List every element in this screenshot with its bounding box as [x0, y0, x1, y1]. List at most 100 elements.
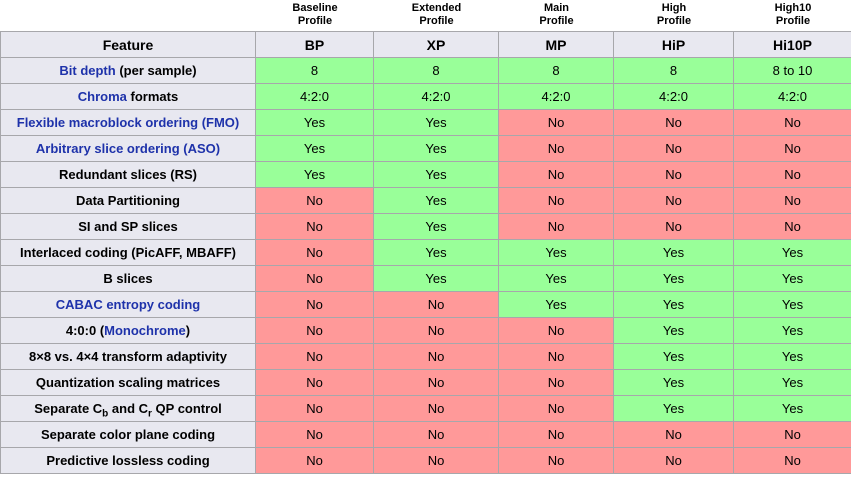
table-row: Redundant slices (RS) Yes Yes No No No	[0, 161, 851, 188]
feature-cell: 4:0:0 (Monochrome)	[0, 317, 256, 344]
feature-text: (per sample)	[115, 63, 197, 78]
value-cell: Yes	[373, 213, 499, 240]
feature-text-sub: b	[102, 408, 109, 420]
value-cell: Yes	[733, 317, 851, 344]
value-cell: Yes	[373, 135, 499, 162]
value-cell: No	[498, 369, 614, 396]
header-profile-code: Hi10P	[733, 31, 851, 58]
header-profile-code: BP	[255, 31, 374, 58]
value-cell: No	[255, 447, 374, 474]
value-cell: No	[255, 395, 374, 422]
profile-comparison-table: Feature BP XP MP HiP Hi10P Bit depth (per sam…	[0, 31, 851, 474]
value-cell: No	[373, 447, 499, 474]
value-cell: Yes	[733, 291, 851, 318]
value-cell: No	[613, 213, 734, 240]
value-cell: No	[613, 447, 734, 474]
table-row: Predictive lossless coding No No No No No	[0, 447, 851, 474]
value-cell: No	[373, 343, 499, 370]
value-cell: No	[613, 421, 734, 448]
value-cell: No	[613, 135, 734, 162]
value-cell: No	[255, 265, 374, 292]
feature-cell: Separate color plane coding	[0, 421, 256, 448]
table-row: CABAC entropy coding No No Yes Yes Yes	[0, 291, 851, 318]
value-cell: Yes	[613, 291, 734, 318]
value-cell: No	[733, 161, 851, 188]
feature-cell: Arbitrary slice ordering (ASO)	[0, 135, 256, 162]
value-cell: No	[733, 187, 851, 214]
value-cell: No	[373, 369, 499, 396]
value-cell: No	[373, 421, 499, 448]
value-cell: Yes	[498, 239, 614, 266]
value-cell: Yes	[255, 161, 374, 188]
table-row: Separate color plane coding No No No No No	[0, 421, 851, 448]
table-row: 8×8 vs. 4×4 transform adaptivity No No No Ye…	[0, 343, 851, 370]
value-cell: No	[613, 109, 734, 136]
value-cell: No	[255, 291, 374, 318]
value-cell: No	[255, 369, 374, 396]
value-cell: 4:2:0	[255, 83, 374, 110]
feature-text: and C	[108, 401, 149, 416]
value-cell: 8	[373, 57, 499, 84]
value-cell: No	[498, 213, 614, 240]
feature-text: Quantization scaling matrices	[35, 375, 221, 390]
value-cell: No	[373, 317, 499, 344]
value-cell: No	[498, 317, 614, 344]
value-cell: Yes	[733, 395, 851, 422]
value-cell: No	[733, 421, 851, 448]
value-cell: No	[255, 187, 374, 214]
value-cell: Yes	[373, 109, 499, 136]
value-cell: No	[255, 421, 374, 448]
feature-cell: Data Partitioning	[0, 187, 256, 214]
feature-cell: CABAC entropy coding	[0, 291, 256, 318]
value-cell: Yes	[613, 343, 734, 370]
table-row: Flexible macroblock ordering (FMO) Yes Yes…	[0, 109, 851, 136]
feature-link[interactable]: Chroma	[77, 89, 127, 104]
value-cell: 4:2:0	[613, 83, 734, 110]
value-cell: No	[498, 109, 614, 136]
feature-text: Separate C	[34, 401, 103, 416]
value-cell: 8	[255, 57, 374, 84]
value-cell: 4:2:0	[733, 83, 851, 110]
feature-link[interactable]: Bit depth	[59, 63, 116, 78]
value-cell: 8 to 10	[733, 57, 851, 84]
table-row: B slices No Yes Yes Yes Yes	[0, 265, 851, 292]
value-cell: No	[255, 213, 374, 240]
value-cell: Yes	[373, 187, 499, 214]
feature-link[interactable]: CABAC entropy coding	[55, 297, 201, 312]
profile-column-label: Baseline Profile	[292, 2, 338, 27]
table-row: Arbitrary slice ordering (ASO) Yes Yes No No…	[0, 135, 851, 162]
feature-cell: SI and SP slices	[0, 213, 256, 240]
feature-text: )	[185, 323, 191, 338]
feature-cell: 8×8 vs. 4×4 transform adaptivity	[0, 343, 256, 370]
feature-link[interactable]: Flexible macroblock ordering (FMO)	[16, 115, 240, 130]
value-cell: Yes	[373, 161, 499, 188]
value-cell: Yes	[498, 265, 614, 292]
feature-cell: Interlaced coding (PicAFF, MBAFF)	[0, 239, 256, 266]
value-cell: Yes	[613, 369, 734, 396]
feature-link[interactable]: Monochrome	[104, 323, 186, 338]
value-cell: 4:2:0	[373, 83, 499, 110]
value-cell: Yes	[613, 395, 734, 422]
feature-text: formats	[126, 89, 179, 104]
feature-cell: Separate Cb and Cr QP control	[0, 395, 256, 422]
value-cell: No	[255, 317, 374, 344]
value-cell: Yes	[733, 343, 851, 370]
feature-text: 4:0:0 (	[65, 323, 105, 338]
feature-link[interactable]: Arbitrary slice ordering (ASO)	[35, 141, 221, 156]
value-cell: No	[255, 343, 374, 370]
value-cell: Yes	[613, 239, 734, 266]
value-cell: 8	[498, 57, 614, 84]
value-cell: No	[498, 161, 614, 188]
value-cell: No	[498, 395, 614, 422]
feature-text: QP control	[151, 401, 222, 416]
feature-cell: Predictive lossless coding	[0, 447, 256, 474]
feature-cell: Bit depth (per sample)	[0, 57, 256, 84]
value-cell: No	[613, 161, 734, 188]
value-cell: Yes	[733, 265, 851, 292]
value-cell: Yes	[255, 109, 374, 136]
value-cell: Yes	[613, 317, 734, 344]
value-cell: Yes	[733, 239, 851, 266]
header-feature: Feature	[0, 31, 256, 58]
table-row: Chroma formats 4:2:0 4:2:0 4:2:0 4:2:0 4:2:0	[0, 83, 851, 110]
value-cell: No	[733, 447, 851, 474]
